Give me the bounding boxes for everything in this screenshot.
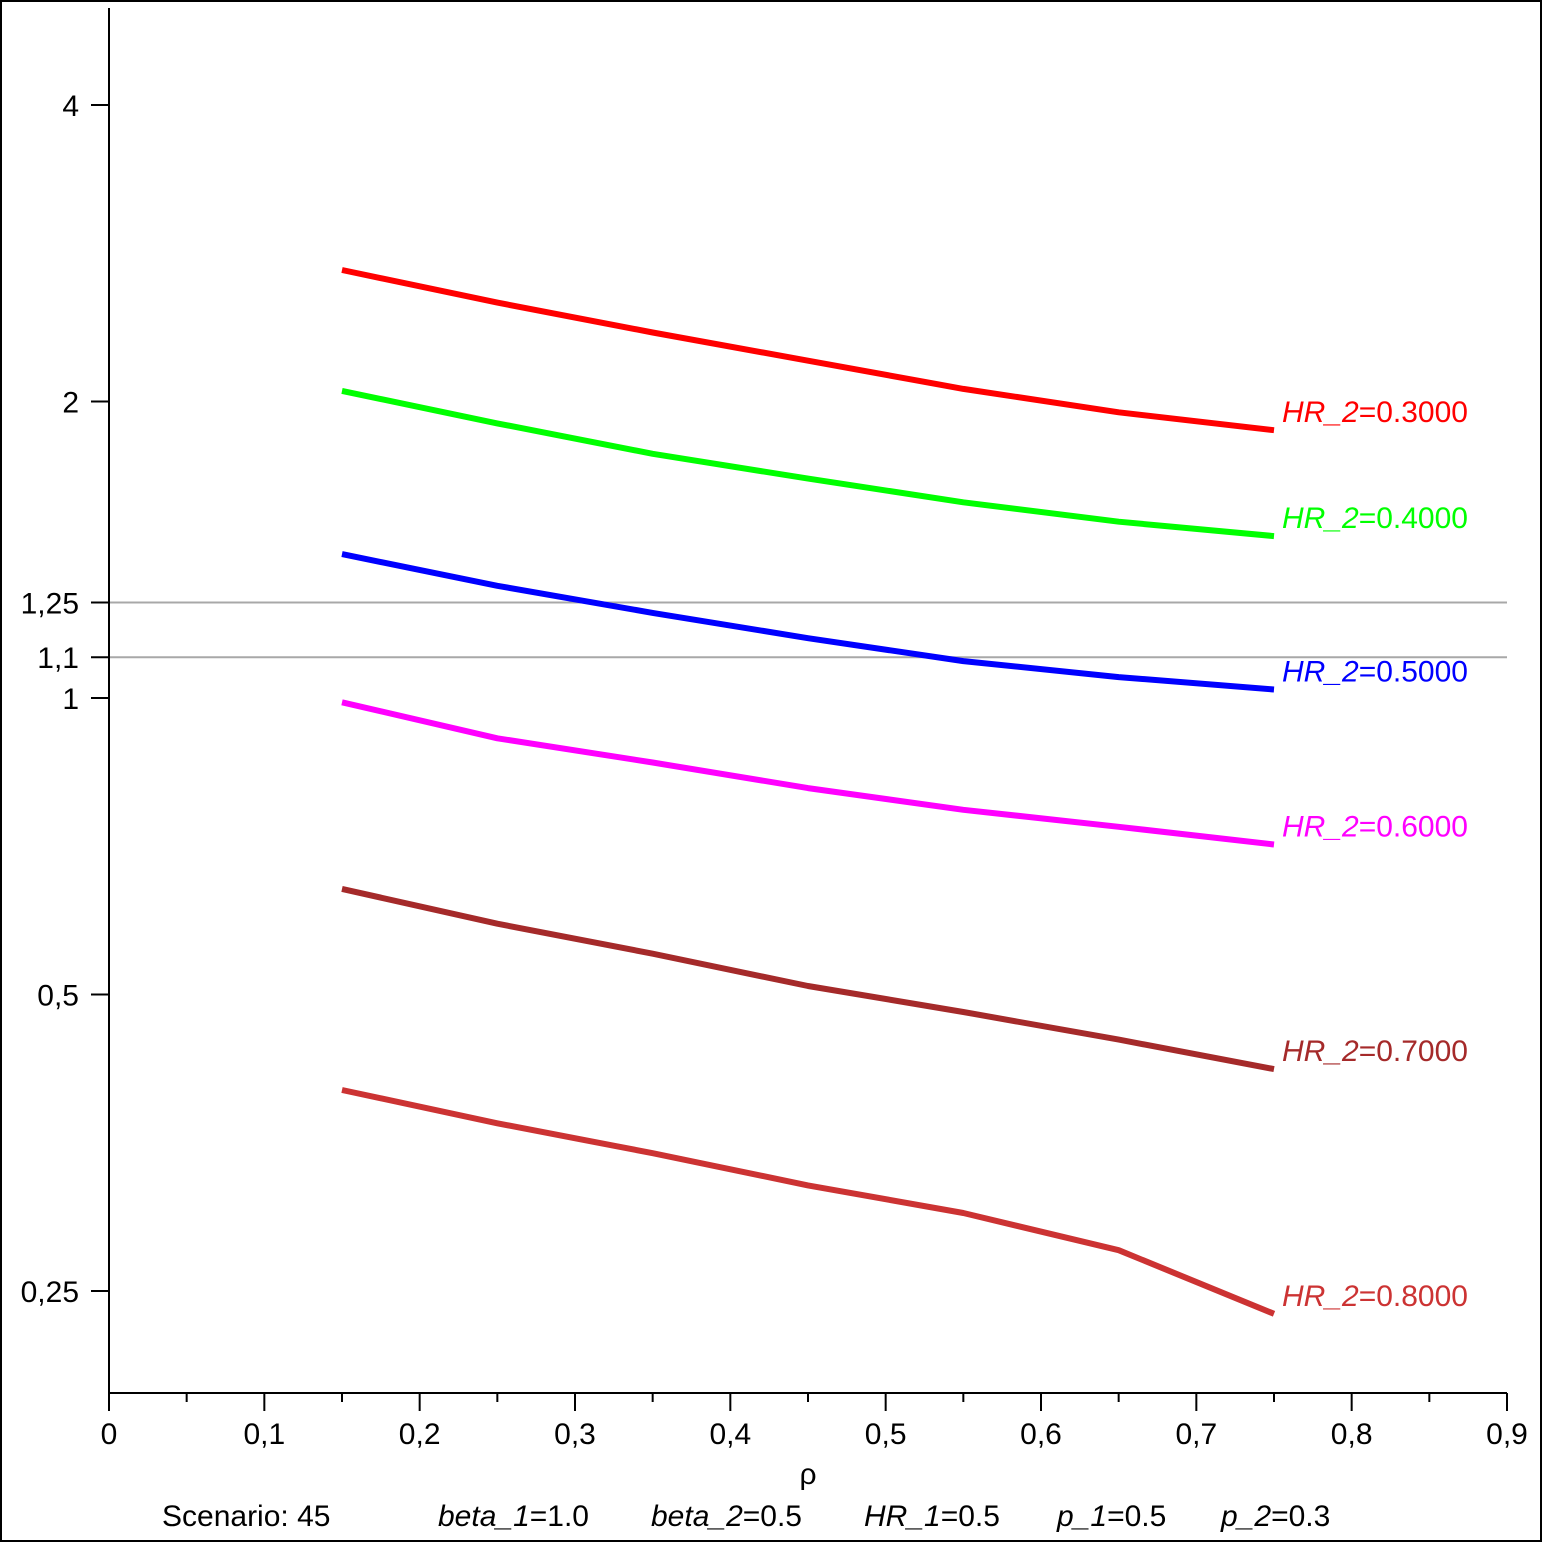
series-label-5: HR_2=0.8000 bbox=[1282, 1280, 1468, 1313]
reference-lines bbox=[109, 601, 1507, 659]
series-line-1 bbox=[341, 387, 1275, 540]
series-labels: HR_2=0.3000 HR_2=0.4000 HR_2=0.5000 HR_2=0.… bbox=[1282, 396, 1468, 1313]
y-tick-label-0: 4 bbox=[62, 90, 79, 123]
x-tick-label-0: 0 bbox=[101, 1418, 118, 1451]
series-line-5 bbox=[341, 1087, 1276, 1317]
x-tick-label-9: 0,9 bbox=[1486, 1418, 1528, 1451]
series-lines bbox=[341, 267, 1276, 1317]
series-line-0 bbox=[341, 267, 1275, 434]
series-label-0: HR_2=0.3000 bbox=[1282, 396, 1468, 429]
series-line-3 bbox=[341, 699, 1275, 848]
axes: 0 0,1 0,2 0,3 0,4 0,5 0,6 0,7 0,8 0,9 4 2 1,25 1,1 1 0,… bbox=[21, 8, 1528, 1451]
y-tick-label-6: 0,25 bbox=[21, 1276, 79, 1309]
x-tick-label-8: 0,8 bbox=[1331, 1418, 1373, 1451]
caption: Scenario: 45 beta_1=1.0 beta_2=0.5 HR_1=0.5… bbox=[162, 1500, 1330, 1533]
y-tick-label-4: 1 bbox=[62, 683, 79, 716]
x-tick-label-3: 0,3 bbox=[554, 1418, 596, 1451]
x-axis-title: ρ bbox=[799, 1458, 816, 1491]
series-label-3: HR_2=0.6000 bbox=[1282, 811, 1468, 844]
y-tick-label-5: 0,5 bbox=[37, 980, 79, 1013]
series-label-2: HR_2=0.5000 bbox=[1282, 656, 1468, 689]
y-tick-label-1: 2 bbox=[62, 387, 79, 420]
y-tick-label-3: 1,1 bbox=[37, 642, 79, 675]
series-line-2 bbox=[341, 551, 1275, 693]
series-line-4 bbox=[341, 885, 1275, 1073]
x-tick-label-7: 0,7 bbox=[1175, 1418, 1217, 1451]
x-tick-label-2: 0,2 bbox=[399, 1418, 441, 1451]
y-tick-label-2: 1,25 bbox=[21, 588, 79, 621]
x-tick-label-5: 0,5 bbox=[865, 1418, 907, 1451]
x-tick-label-6: 0,6 bbox=[1020, 1418, 1062, 1451]
series-label-1: HR_2=0.4000 bbox=[1282, 502, 1468, 535]
series-label-4: HR_2=0.7000 bbox=[1282, 1035, 1468, 1068]
x-tick-label-4: 0,4 bbox=[709, 1418, 751, 1451]
x-tick-label-1: 0,1 bbox=[243, 1418, 285, 1451]
